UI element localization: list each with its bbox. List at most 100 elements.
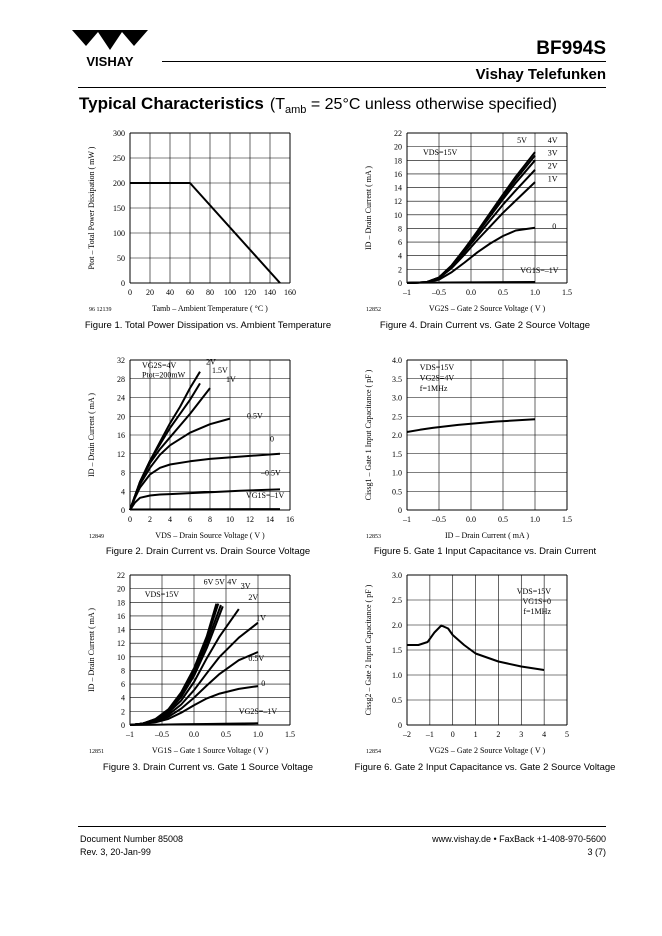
x-tick-label: 1.5 — [562, 515, 572, 524]
x-tick-label: 80 — [206, 288, 214, 297]
y-tick-label: 8 — [121, 469, 125, 478]
x-tick-label: 14 — [266, 515, 274, 524]
footer-rule — [78, 826, 606, 827]
x-axis-label: VG2S – Gate 2 Source Voltage ( V ) — [429, 304, 546, 313]
y-tick-label: 8 — [121, 666, 125, 675]
y-tick-label: 50 — [117, 254, 125, 263]
x-tick-label: 0 — [451, 730, 455, 739]
x-tick-label: 4 — [168, 515, 172, 524]
y-tick-label: 16 — [117, 612, 125, 621]
y-tick-label: 4.0 — [392, 356, 402, 365]
annotation-label: 5V — [517, 136, 527, 145]
figure-ref: 12854 — [366, 749, 381, 755]
x-tick-label: 120 — [244, 288, 256, 297]
y-tick-label: 2.5 — [392, 412, 402, 421]
x-tick-label: 1.0 — [253, 730, 263, 739]
x-axis-label: VDS – Drain Source Voltage ( V ) — [155, 531, 265, 540]
series-2V-line — [129, 608, 240, 726]
x-tick-label: 8 — [208, 515, 212, 524]
x-tick-label: 1.0 — [530, 288, 540, 297]
figure-3-caption: Figure 3. Drain Current vs. Gate 1 Sourc… — [102, 762, 314, 773]
figure-ref: 96 12139 — [89, 307, 112, 313]
x-tick-label: –1 — [125, 730, 134, 739]
chart-svg: –1 –0.5 0.0 0.5 1.0 1.5 0 2 4 6 8 10 12 14 16 18 20 22 VDS… — [87, 571, 295, 755]
section-condition: (Tamb = 25°C unless otherwise specified) — [269, 96, 557, 117]
x-tick-label: –0.5 — [431, 515, 446, 524]
doc-number: Document Number 85008 — [80, 834, 184, 844]
y-tick-label: 250 — [113, 154, 125, 163]
y-axis-label: ID – Drain Current ( mA ) — [364, 166, 373, 250]
x-axis-label: VG1S – Gate 1 Source Voltage ( V ) — [152, 746, 269, 755]
annotation-label: VDS=15V — [423, 148, 458, 157]
y-tick-label: 3.5 — [392, 375, 402, 384]
y-axis-label: ID – Drain Current ( mA ) — [87, 608, 96, 692]
x-tick-label: 20 — [146, 288, 154, 297]
y-tick-label: 1.5 — [392, 646, 402, 655]
y-tick-label: 18 — [117, 598, 125, 607]
y-tick-label: 0 — [121, 279, 125, 288]
chart-gate2-capacitance: –2 –1 0 1 2 3 4 5 0 0.5 1.0 1.5 2.0 2.5 3.0 VDS=15V VG1S… — [357, 567, 632, 755]
y-tick-label: 0 — [398, 279, 402, 288]
annotation-label: 2V — [206, 358, 216, 367]
annotation-label: 1.5V — [212, 366, 228, 375]
annotation-label: 5V — [215, 578, 225, 587]
figure-2-caption: Figure 2. Drain Current vs. Drain Source… — [105, 546, 311, 557]
x-axis-label: VG2S – Gate 2 Source Voltage ( V ) — [429, 746, 546, 755]
y-tick-label: 0.5 — [392, 487, 402, 496]
y-tick-label: 22 — [117, 571, 125, 580]
y-tick-label: 0.5 — [392, 696, 402, 705]
vishay-logo: VISHAY — [72, 30, 148, 69]
y-tick-label: 300 — [113, 129, 125, 138]
header-rule — [162, 61, 606, 62]
series-05V-line — [129, 488, 281, 511]
x-tick-label: 5 — [565, 730, 569, 739]
x-tick-label: 1.0 — [530, 515, 540, 524]
y-axis-label: Cissg2 – Gate 2 Input Capacitance ( pF ) — [364, 584, 373, 715]
annotation-label: 0 — [552, 222, 556, 231]
x-tick-label: 0 — [128, 515, 132, 524]
annotation-label: VDS=15V — [420, 363, 455, 372]
series-2V-line — [129, 371, 201, 511]
x-axis-label: ID – Drain Current ( mA ) — [445, 531, 529, 540]
annotation-label: f=1MHz — [523, 607, 551, 616]
y-tick-label: 200 — [113, 179, 125, 188]
x-tick-label: 0.5 — [498, 288, 508, 297]
x-tick-label: 6 — [188, 515, 192, 524]
page-number: 3 (7) — [587, 847, 606, 857]
annotation-label: 3V — [241, 582, 251, 591]
series-0-line — [406, 226, 536, 284]
x-tick-label: 2 — [496, 730, 500, 739]
y-tick-label: 4 — [121, 487, 125, 496]
annotation-label: 0.5V — [247, 412, 263, 421]
annotation-label: 2V — [248, 593, 258, 602]
y-tick-label: 2 — [121, 707, 125, 716]
annotation-label: 0.5V — [248, 654, 264, 663]
series-05V-line — [129, 417, 231, 511]
annotation-label: 0 — [270, 435, 274, 444]
x-tick-label: 1 — [474, 730, 478, 739]
annotation-label: 1V — [548, 174, 558, 183]
x-tick-label: –0.5 — [431, 288, 446, 297]
annotation-label: VG2S=4V — [142, 361, 177, 370]
figure-4-caption: Figure 4. Drain Current vs. Gate 2 Sourc… — [379, 320, 591, 331]
x-tick-label: 0.0 — [466, 515, 476, 524]
x-tick-label: 10 — [226, 515, 234, 524]
figure-1-caption: Figure 1. Total Power Dissipation vs. Am… — [84, 320, 332, 331]
y-axis-label: ID – Drain Current ( mA ) — [87, 393, 96, 477]
figure-ref: 12849 — [89, 534, 104, 540]
annotation-label: VG2S=–1V — [239, 707, 278, 716]
y-tick-label: 6 — [121, 680, 125, 689]
chart-svg: –1 –0.5 0.0 0.5 1.0 1.5 0 0.5 1.0 1.5 2.0 2.5 3.0 3.5… — [364, 356, 572, 540]
y-tick-label: 10 — [394, 211, 402, 220]
chart-drain-current-vs-g1: –1 –0.5 0.0 0.5 1.0 1.5 0 2 4 6 8 10 12 14 16 18 20 22 VDS… — [80, 567, 355, 755]
x-tick-label: –1 — [402, 288, 411, 297]
series-0-line — [129, 452, 281, 511]
annotation-label: 1V — [256, 614, 266, 623]
figure-ref: 12852 — [366, 307, 381, 313]
annotation-label: f=1MHz — [420, 384, 448, 393]
x-tick-label: 140 — [264, 288, 276, 297]
y-tick-label: 1.5 — [392, 450, 402, 459]
chart-svg: –2 –1 0 1 2 3 4 5 0 0.5 1.0 1.5 2.0 2.5 3.0 VDS=15VVG1S… — [364, 571, 569, 755]
figure-6-caption: Figure 6. Gate 2 Input Capacitance vs. G… — [354, 762, 616, 773]
figure-ref: 12851 — [89, 749, 104, 755]
